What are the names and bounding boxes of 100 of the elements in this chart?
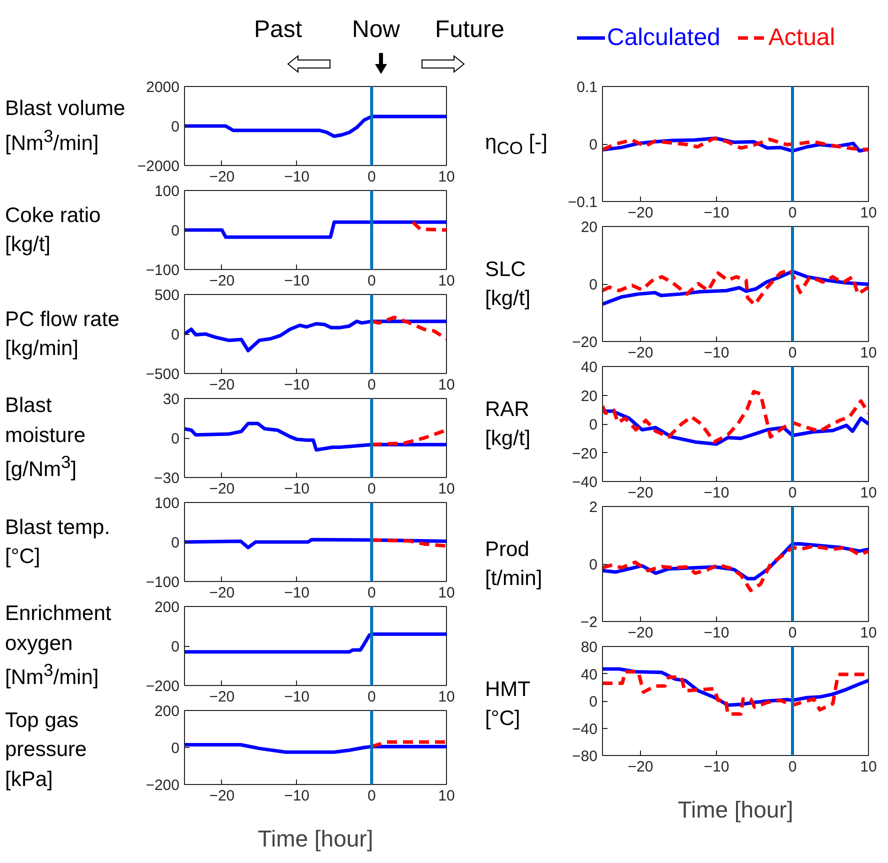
x-tick-label: −20 bbox=[209, 584, 235, 602]
x-tick-label: 10 bbox=[438, 168, 455, 186]
y-tick-label: 2 bbox=[589, 499, 598, 516]
y-tick-label: 0 bbox=[589, 136, 598, 154]
x-tick-label: 10 bbox=[438, 272, 455, 290]
x-tick-label: 10 bbox=[438, 584, 455, 602]
x-tick-label: −10 bbox=[284, 584, 310, 602]
y-tick-label: −40 bbox=[572, 720, 598, 738]
x-tick-label: −10 bbox=[704, 484, 730, 502]
x-tick-label: −20 bbox=[209, 788, 235, 804]
y-tick-label: 0 bbox=[171, 430, 180, 448]
x-tick-label: −20 bbox=[209, 272, 235, 290]
text: Future bbox=[435, 15, 504, 45]
x-tick-label: 0 bbox=[367, 584, 376, 602]
x-tick-label: −10 bbox=[704, 758, 730, 776]
y-tick-label: 40 bbox=[580, 666, 598, 684]
y-tick-label: 2000 bbox=[146, 79, 180, 96]
x-tick-label: 10 bbox=[438, 376, 455, 394]
y-tick-label: −200 bbox=[146, 777, 180, 794]
y-tick-label: 0 bbox=[171, 534, 180, 552]
x-tick-label: −10 bbox=[284, 376, 310, 394]
x-tick-label: −20 bbox=[628, 204, 654, 222]
x-tick-label: −20 bbox=[209, 688, 235, 706]
x-tick-label: 10 bbox=[438, 688, 455, 706]
y-tick-label: −200 bbox=[146, 678, 180, 695]
y-tick-label: −30 bbox=[154, 470, 180, 487]
x-tick-label: −20 bbox=[628, 758, 654, 776]
y-axis-title: Coke ratio [kg/t] bbox=[5, 202, 102, 258]
x-tick-label: −20 bbox=[209, 376, 235, 394]
x-tick-label: −20 bbox=[628, 484, 654, 502]
x-tick-label: −10 bbox=[704, 344, 730, 362]
y-tick-label: 40 bbox=[580, 359, 598, 376]
y-tick-label: 0 bbox=[171, 740, 180, 757]
x-tick-label: −10 bbox=[284, 480, 310, 498]
x-tick-label: −10 bbox=[284, 168, 310, 186]
y-axis-title: Top gas pressure [kPa] bbox=[5, 708, 88, 793]
x-tick-label: 10 bbox=[860, 758, 877, 776]
x-tick-label: 10 bbox=[438, 788, 455, 804]
y-axis-title: Prod [t/min] bbox=[485, 536, 544, 592]
y-tick-label: −80 bbox=[572, 748, 598, 765]
x-tick-label: 0 bbox=[367, 376, 376, 394]
y-tick-label: −0.1 bbox=[568, 194, 598, 211]
y-tick-label: 20 bbox=[580, 388, 598, 405]
x-tick-label: 0 bbox=[788, 624, 797, 642]
x-tick-label: −10 bbox=[704, 624, 730, 642]
y-axis-title: Blast volume [Nm$^{3}$/min] bbox=[5, 96, 126, 156]
x-tick-label: −10 bbox=[284, 788, 310, 804]
x-tick-label: 0 bbox=[367, 788, 376, 804]
y-tick-label: 500 bbox=[154, 287, 180, 304]
y-tick-label: 200 bbox=[154, 599, 180, 616]
y-tick-label: −2 bbox=[580, 614, 598, 631]
y-tick-label: 20 bbox=[580, 219, 598, 236]
y-tick-label: −20 bbox=[572, 334, 598, 351]
x-tick-label: 10 bbox=[860, 624, 877, 642]
x-tick-label: 0 bbox=[367, 688, 376, 706]
x-tick-label: −10 bbox=[284, 272, 310, 290]
x-tick-label: 10 bbox=[860, 484, 877, 502]
x-axis-title: Time [hour] bbox=[258, 826, 374, 852]
x-tick-label: 0 bbox=[788, 758, 797, 776]
x-tick-label: 0 bbox=[367, 480, 376, 498]
y-tick-label: 80 bbox=[580, 639, 598, 656]
x-tick-label: 0 bbox=[788, 484, 797, 502]
text: Past bbox=[254, 15, 302, 45]
y-tick-label: −100 bbox=[146, 574, 180, 591]
y-tick-label: 0 bbox=[171, 326, 180, 344]
y-tick-label: −2000 bbox=[137, 158, 180, 175]
x-tick-label: −20 bbox=[628, 344, 654, 362]
y-axis-title: Blast moisture [g/Nm$^{3}$] bbox=[5, 393, 87, 484]
y-tick-label: 0 bbox=[171, 638, 180, 656]
x-tick-label: 10 bbox=[860, 204, 877, 222]
y-tick-label: 0 bbox=[171, 222, 180, 240]
y-axis-title: SLC [kg/t] bbox=[485, 256, 532, 312]
x-tick-label: 0 bbox=[367, 272, 376, 290]
legend-label: Actual bbox=[768, 23, 836, 53]
y-axis-title: HMT [°C] bbox=[485, 676, 532, 732]
y-axis-title: η$_{CO}$ [-] bbox=[485, 130, 548, 160]
y-axis-title: Enrichment oxygen [Nm$^{3}$/min] bbox=[5, 601, 112, 692]
y-tick-label: 100 bbox=[154, 495, 180, 512]
y-axis-title: RAR [kg/t] bbox=[485, 396, 532, 452]
x-axis-title: Time [hour] bbox=[678, 796, 794, 822]
x-tick-label: 0 bbox=[788, 344, 797, 362]
y-tick-label: −100 bbox=[146, 262, 180, 279]
y-axis-title: PC flow rate [kg/min] bbox=[5, 306, 120, 362]
y-tick-label: 0.1 bbox=[576, 79, 598, 96]
text: Now bbox=[352, 15, 400, 45]
y-tick-label: −500 bbox=[146, 366, 180, 383]
y-tick-label: 30 bbox=[162, 391, 180, 408]
x-tick-label: −20 bbox=[209, 480, 235, 498]
y-axis-title: Blast temp. [°C] bbox=[5, 514, 112, 570]
y-tick-label: 0 bbox=[589, 556, 598, 574]
x-tick-label: 0 bbox=[788, 204, 797, 222]
y-tick-label: 0 bbox=[171, 118, 180, 136]
x-tick-label: −20 bbox=[209, 168, 235, 186]
x-tick-label: 0 bbox=[367, 168, 376, 186]
x-tick-label: −20 bbox=[628, 624, 654, 642]
x-tick-label: 10 bbox=[438, 480, 455, 498]
y-tick-label: 0 bbox=[589, 416, 598, 434]
y-tick-label: 200 bbox=[154, 703, 180, 720]
x-tick-label: −10 bbox=[284, 688, 310, 706]
y-tick-label: −20 bbox=[572, 445, 598, 462]
